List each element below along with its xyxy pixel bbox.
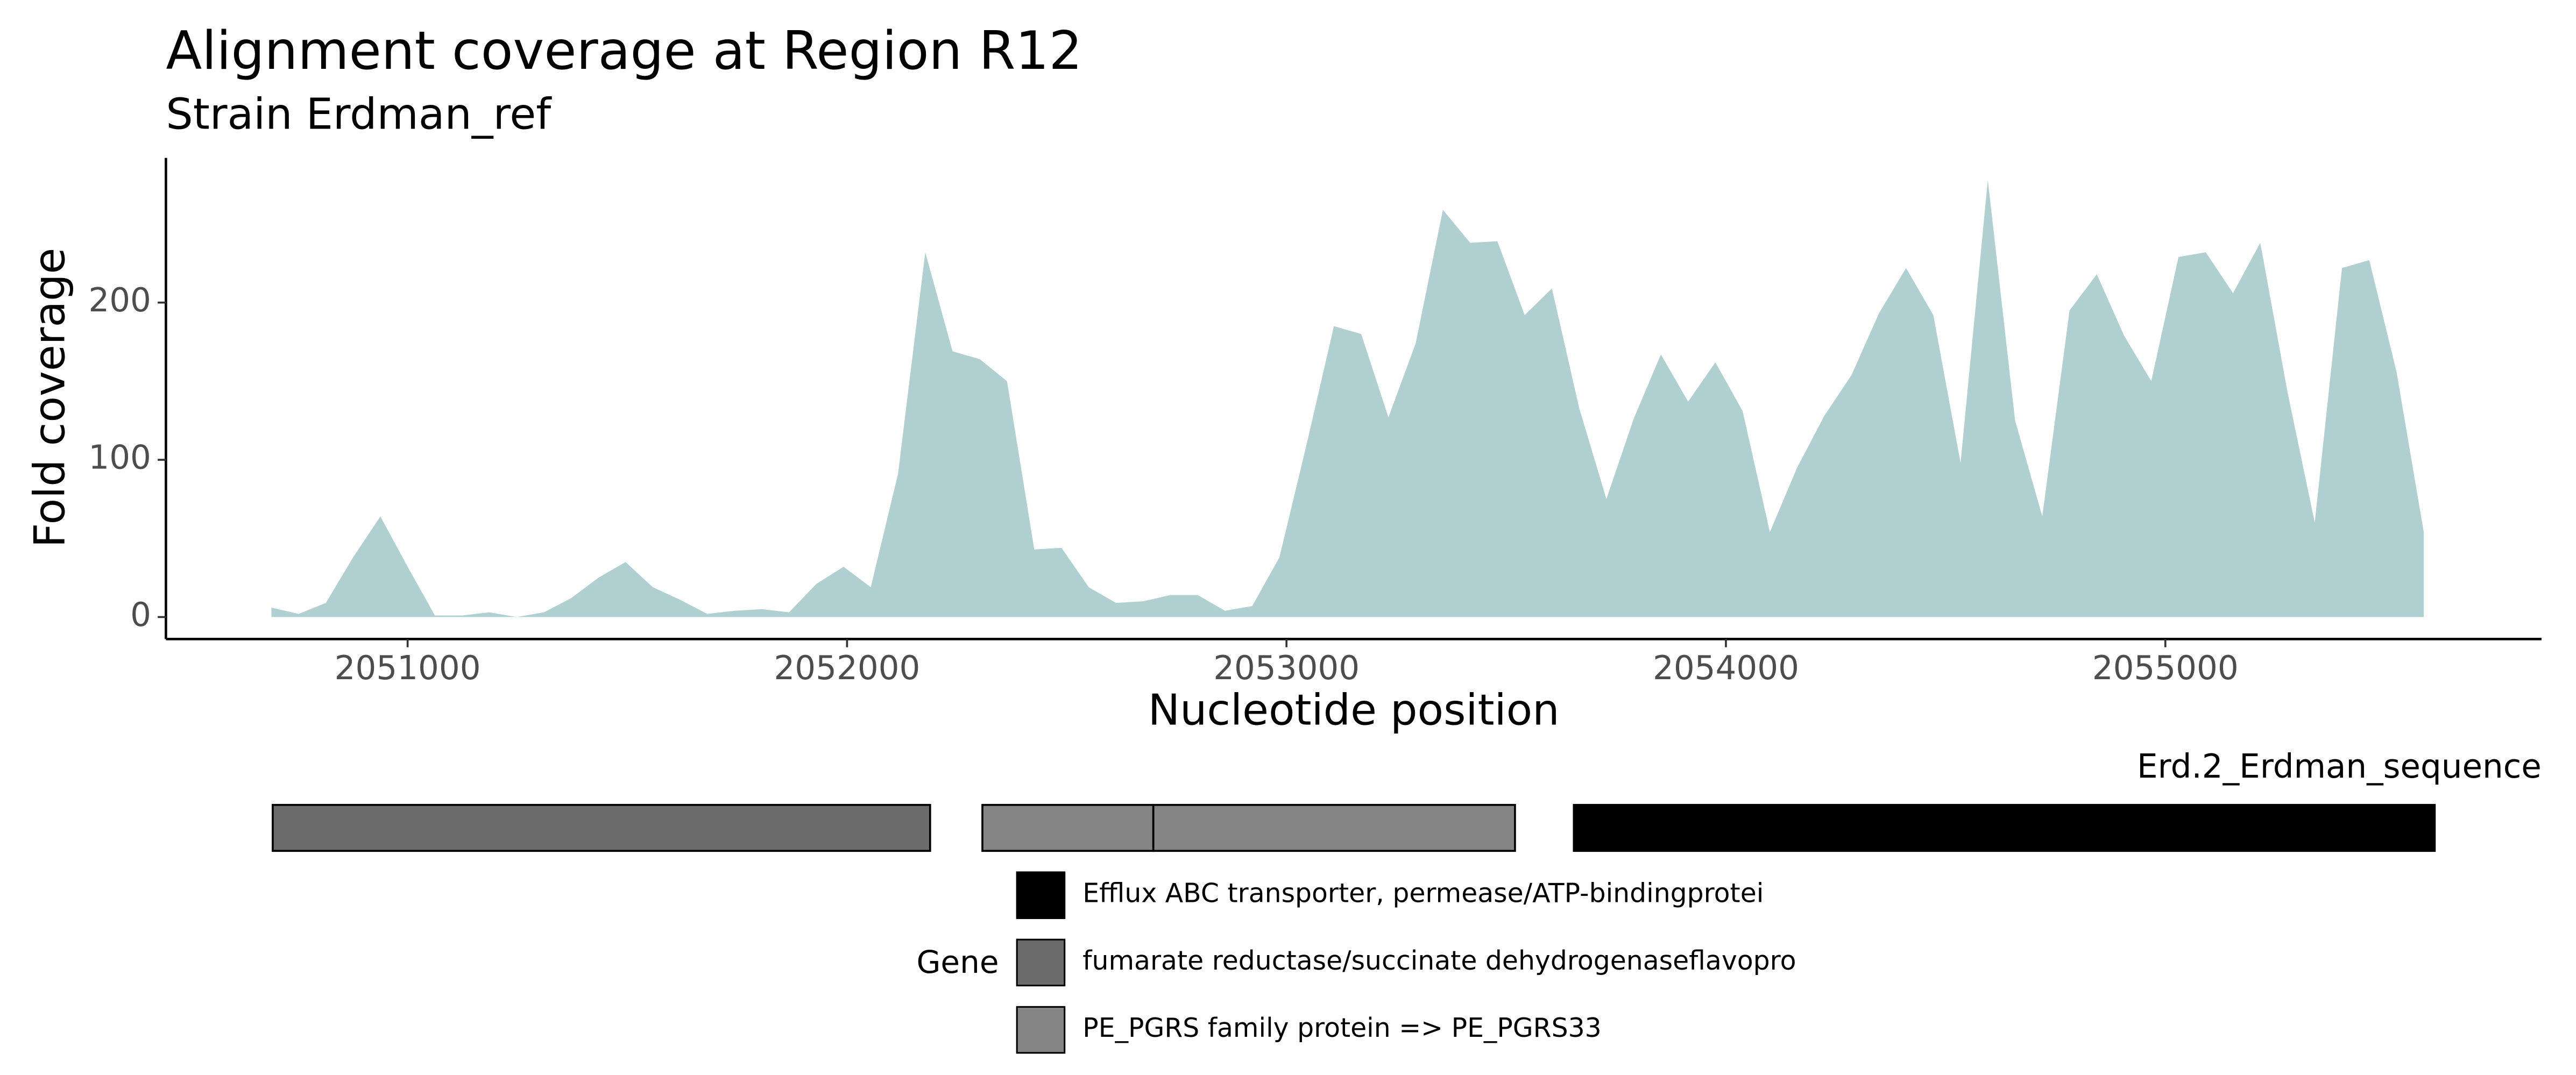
gene-segment <box>1152 803 1516 852</box>
y-axis-title: Fold coverage <box>25 248 75 548</box>
legend-swatch <box>1016 938 1066 987</box>
legend-swatch <box>1016 1006 1066 1054</box>
legend-swatch <box>1016 871 1066 919</box>
track-label: Erd.2_Erdman_sequence <box>2137 747 2542 786</box>
legend-label: fumarate reductase/succinate dehydrogena… <box>1082 945 1796 976</box>
legend-label: Efflux ABC transporter, permease/ATP-bin… <box>1082 878 1764 909</box>
y-tick-label: 100 <box>88 439 151 477</box>
coverage-area <box>271 180 2424 617</box>
chart-subtitle: Strain Erdman_ref <box>166 89 552 139</box>
x-tick-label: 2051000 <box>335 649 481 687</box>
x-tick-label: 2055000 <box>2092 649 2239 687</box>
gene-segment <box>1573 803 2436 852</box>
x-tick-label: 2053000 <box>1213 649 1360 687</box>
gene-segment <box>272 803 931 852</box>
x-tick-label: 2054000 <box>1653 649 1799 687</box>
y-tick-label: 0 <box>130 596 151 634</box>
y-tick-label: 200 <box>88 281 151 319</box>
gene-segment <box>981 803 1155 852</box>
legend-title: Gene <box>916 944 999 980</box>
legend-label: PE_PGRS family protein => PE_PGRS33 <box>1082 1013 1601 1043</box>
chart-title: Alignment coverage at Region R12 <box>166 20 1082 82</box>
x-tick-label: 2052000 <box>774 649 920 687</box>
x-axis-title: Nucleotide position <box>1148 685 1560 735</box>
